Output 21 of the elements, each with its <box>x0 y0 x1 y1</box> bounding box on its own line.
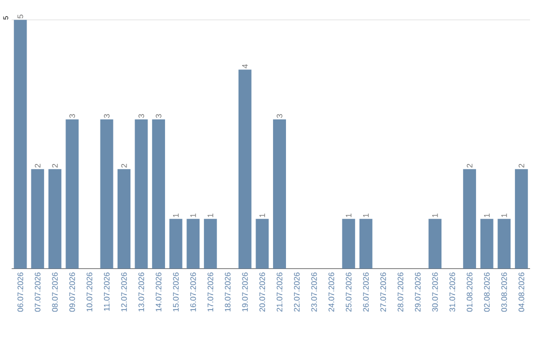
bar <box>480 218 494 268</box>
bar <box>359 218 372 268</box>
bar <box>514 169 528 268</box>
bar <box>342 218 356 268</box>
bar <box>428 218 442 268</box>
bar <box>186 218 200 268</box>
bar <box>204 218 217 268</box>
bar <box>273 119 286 268</box>
bar <box>463 169 476 268</box>
bar <box>31 169 44 268</box>
bar <box>100 119 114 268</box>
bar <box>256 218 269 268</box>
bar <box>134 119 148 268</box>
bar <box>14 20 27 268</box>
bar <box>152 119 166 268</box>
bar <box>169 218 182 268</box>
bar <box>48 169 62 268</box>
bar <box>498 218 511 268</box>
bar <box>66 119 79 268</box>
bar <box>238 70 252 268</box>
bar <box>118 169 130 268</box>
